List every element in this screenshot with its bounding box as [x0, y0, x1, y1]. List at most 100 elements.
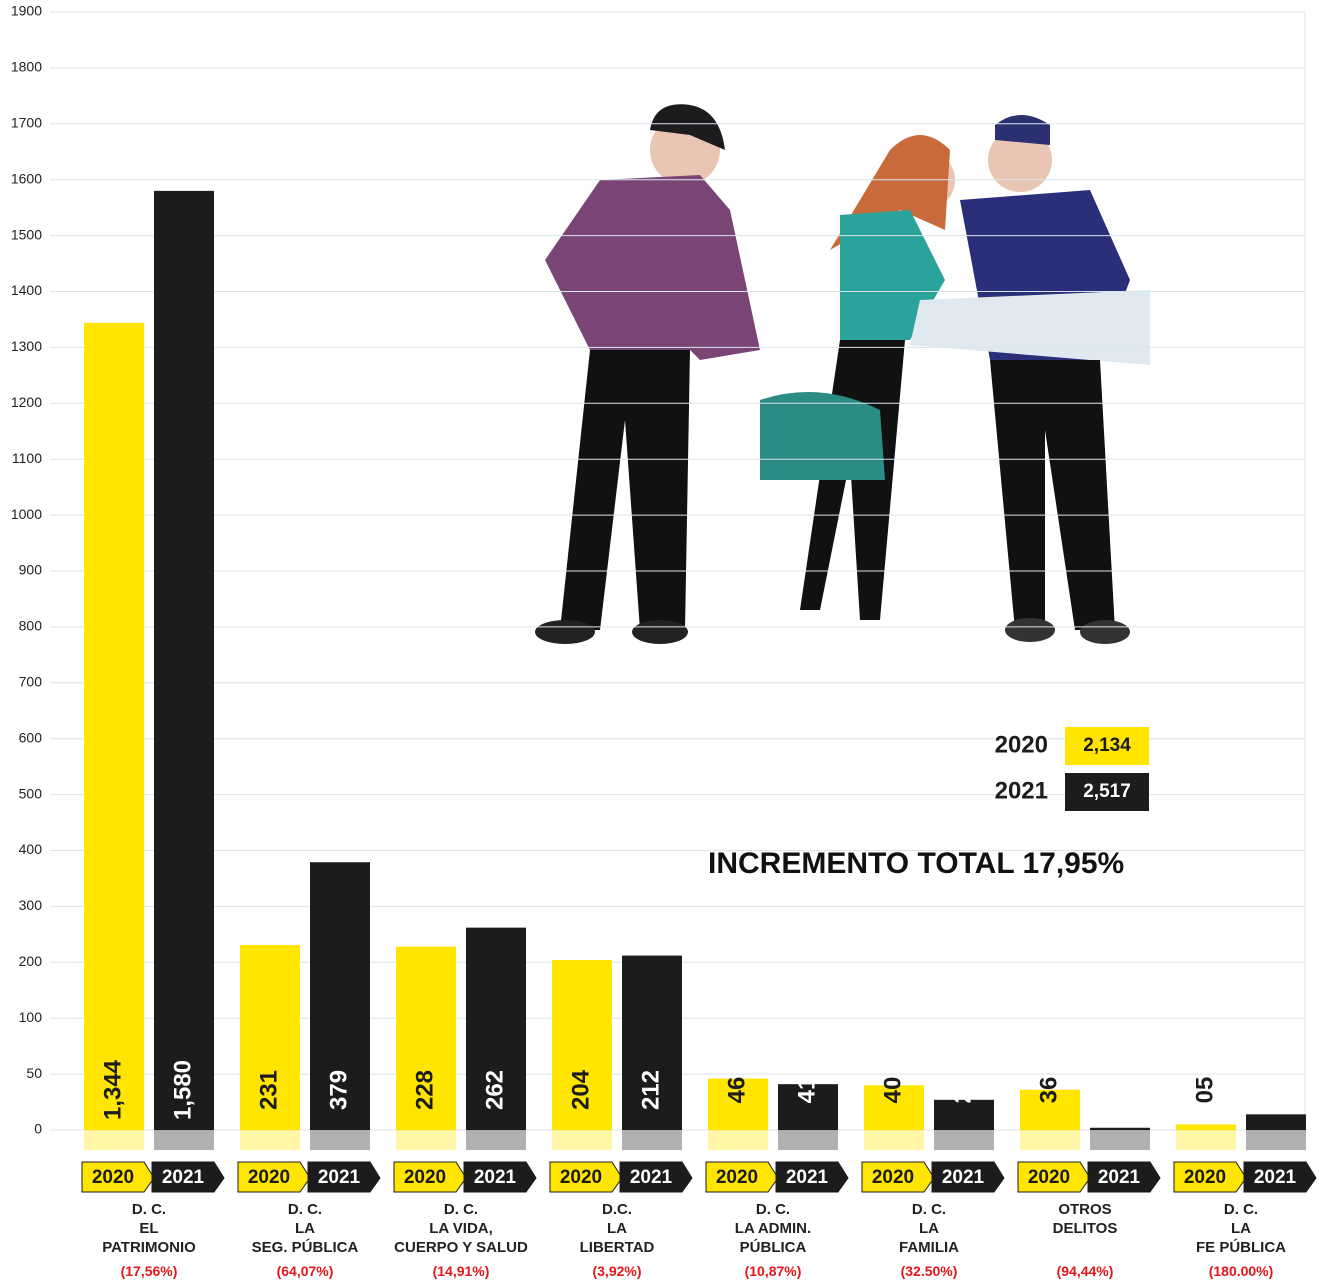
bar: [934, 1099, 994, 1130]
bar: [1020, 1089, 1080, 1130]
y-tick-label: 1200: [11, 394, 42, 410]
year-tag-shape: [861, 1161, 935, 1193]
bar: [1246, 1114, 1306, 1130]
value-label: 1,580: [169, 1060, 196, 1120]
year-tag-shape: [931, 1161, 1005, 1193]
total-year: 2021: [995, 777, 1048, 804]
total-year: 2020: [995, 731, 1048, 758]
annotation: INCREMENTO TOTAL 17,95%: [708, 847, 1124, 880]
change-label: (14,91%): [432, 1263, 490, 1279]
change-label: (17,56%): [120, 1263, 178, 1279]
bar: [1090, 1127, 1150, 1130]
y-tick-label: 300: [19, 897, 43, 913]
year-tag-shape: [1173, 1161, 1247, 1193]
bar-base: [1020, 1130, 1080, 1150]
bar-base: [934, 1130, 994, 1150]
y-tick-label: 1400: [11, 282, 42, 298]
value-label: 14: [1261, 1076, 1288, 1103]
category-label: D. C. LA VIDA, CUERPO Y SALUD: [394, 1201, 528, 1256]
bar: [154, 190, 214, 1130]
bar: [622, 955, 682, 1130]
bar: [396, 946, 456, 1130]
value-label: 46: [723, 1077, 750, 1104]
change-label: (10,87%): [744, 1263, 802, 1279]
y-tick-label: 600: [19, 729, 43, 745]
category-label: OTROS DELITOS: [1052, 1201, 1118, 1237]
value-label: 212: [637, 1070, 664, 1110]
value-label: 231: [255, 1070, 282, 1110]
y-tick-label: 1000: [11, 506, 42, 522]
bar-base: [240, 1130, 300, 1150]
total-value: 2,134: [1083, 735, 1131, 756]
y-tick-label: 200: [19, 953, 43, 969]
y-tick-label: 700: [19, 674, 43, 690]
year-tag-shape: [775, 1161, 849, 1193]
total-box: [1065, 773, 1149, 811]
category-label: D. C. LA ADMIN. PÚBLICA: [734, 1201, 812, 1256]
change-label: (3,92%): [592, 1263, 642, 1279]
bar-base: [84, 1130, 144, 1150]
year-tag-shape: [307, 1161, 381, 1193]
year-tag: 2020: [1184, 1167, 1226, 1188]
y-tick-label: 1600: [11, 170, 42, 186]
bar-base: [310, 1130, 370, 1150]
year-tag-shape: [237, 1161, 311, 1193]
y-tick-label: 1800: [11, 59, 42, 75]
bar-base: [1176, 1130, 1236, 1150]
year-tag-shape: [463, 1161, 537, 1193]
bar-base: [552, 1130, 612, 1150]
year-tag-shape: [393, 1161, 467, 1193]
y-tick-label: 500: [19, 785, 43, 801]
total-value: 2,517: [1083, 781, 1131, 802]
value-label: 40: [879, 1077, 906, 1104]
year-tag-shape: [1017, 1161, 1091, 1193]
year-tag: 2020: [872, 1167, 914, 1188]
year-tag: 2021: [318, 1167, 361, 1188]
value-label: 05: [1191, 1077, 1218, 1104]
bar-base: [154, 1130, 214, 1150]
value-label: 228: [411, 1070, 438, 1110]
bar-base: [1090, 1130, 1150, 1150]
value-label: 27: [949, 1077, 976, 1104]
value-label: 41: [793, 1077, 820, 1104]
year-tag-shape: [549, 1161, 623, 1193]
bar: [778, 1084, 838, 1130]
year-tag: 2021: [630, 1167, 673, 1188]
category-label: D. C. EL PATRIMONIO: [102, 1201, 196, 1256]
bar-base: [622, 1130, 682, 1150]
y-tick-label: 1300: [11, 338, 42, 354]
y-tick-label: 1100: [12, 450, 42, 466]
illustration: [535, 104, 1150, 644]
y-tick-label: 50: [26, 1065, 42, 1081]
category-label: D. C. LA SEG. PÚBLICA: [251, 1201, 359, 1256]
bar-base: [864, 1130, 924, 1150]
year-tag-shape: [619, 1161, 693, 1193]
bar-base: [1246, 1130, 1306, 1150]
value-label: 379: [325, 1070, 352, 1110]
y-tick-label: 1700: [11, 115, 42, 131]
category-label: D.C. LA LIBERTAD: [579, 1201, 655, 1256]
y-tick-label: 900: [19, 562, 43, 578]
year-tag-shape: [1243, 1161, 1317, 1193]
bar-base: [466, 1130, 526, 1150]
year-tag: 2021: [1254, 1167, 1297, 1188]
bar-base: [396, 1130, 456, 1150]
year-tag: 2021: [942, 1167, 985, 1188]
change-label: (94,44%): [1056, 1263, 1114, 1279]
value-label: 02: [1105, 1077, 1132, 1104]
value-label: 1,344: [99, 1059, 126, 1120]
year-tag: 2021: [1098, 1167, 1141, 1188]
y-tick-label: 1500: [11, 226, 42, 242]
y-tick-label: 100: [19, 1009, 43, 1025]
category-label: D. C. LA FAMILIA: [899, 1201, 959, 1256]
year-tag: 2020: [1028, 1167, 1070, 1188]
year-tag: 2020: [248, 1167, 290, 1188]
year-tag: 2021: [162, 1167, 205, 1188]
bar: [310, 862, 370, 1130]
year-tag-shape: [1087, 1161, 1161, 1193]
y-tick-label: 1900: [11, 3, 42, 19]
y-tick-label: 800: [19, 618, 43, 634]
year-tag: 2021: [786, 1167, 829, 1188]
bar-base: [778, 1130, 838, 1150]
change-label: (32.50%): [900, 1263, 958, 1279]
